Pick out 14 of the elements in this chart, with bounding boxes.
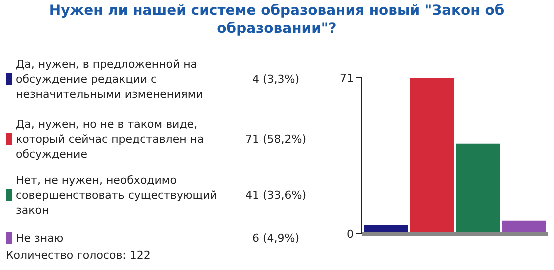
- legend-label: Не знаю: [16, 230, 65, 246]
- text: 4 (3,3%): [251, 72, 301, 86]
- bar: [410, 78, 454, 234]
- text: 6 (4,9%): [251, 232, 301, 244]
- y-tick-label: 71: [340, 72, 354, 85]
- legend-label: Нет, не нужен, необходимо совершенствовать существующий закон: [16, 172, 218, 218]
- text: 71 (58,2%): [244, 132, 308, 146]
- legend-label: Да, нужен, в предложенной на обсуждение редакции с незначительными изменениями: [16, 56, 204, 102]
- bar: [456, 144, 500, 234]
- legend-label: Да, нужен, но не в таком виде, который сейчас представлен на обсуждение: [16, 116, 206, 162]
- text: Количество голосов: 122: [6, 249, 151, 262]
- y-tick-label: 0: [347, 228, 354, 241]
- chart-title: Нужен ли нашей системе образования новый "Закон об образовании"?: [48, 2, 506, 38]
- text: 41 (33,6%): [244, 188, 308, 202]
